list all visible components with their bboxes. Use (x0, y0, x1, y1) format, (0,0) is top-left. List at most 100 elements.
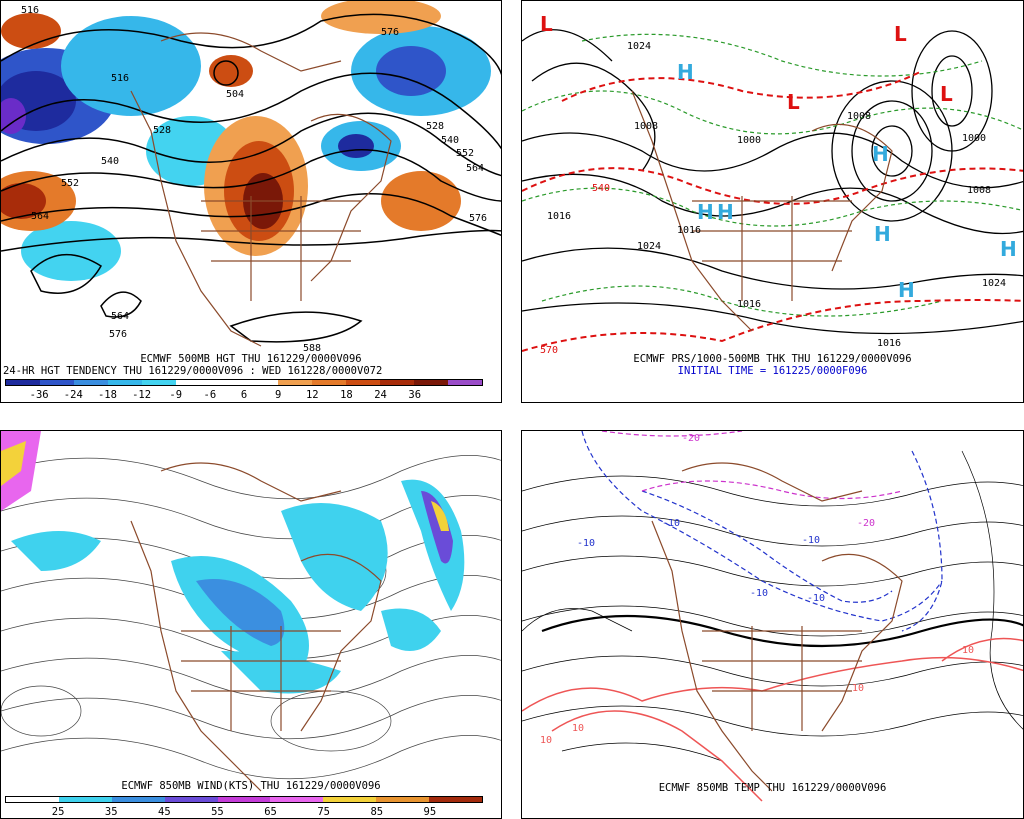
high-pressure-marker: H (677, 60, 694, 84)
isotherm-label: -10 (662, 518, 680, 529)
caption-500mb-line1: ECMWF 500MB HGT THU 161229/0000V096 (140, 353, 362, 365)
low-pressure-marker: L (940, 82, 953, 106)
low-pressure-marker: L (894, 22, 907, 46)
isobar-label: 1000 (737, 135, 761, 146)
colorbar-swatch (346, 380, 380, 385)
map-pressure-thickness: H H H H H H H L L L L 1024 1008 1000 101… (522, 12, 1023, 356)
colorbar-swatch (414, 380, 448, 385)
colorbar-ticks-wind-speed: 25 35 45 55 65 75 85 95 (5, 806, 483, 818)
colorbar-swatch (111, 797, 165, 802)
colorbar-swatch (270, 797, 324, 802)
colorbar-swatch (448, 380, 482, 385)
colorbar-tick-label: 24 (374, 389, 387, 401)
contour-label: 552 (456, 148, 474, 159)
isotherms-base (522, 450, 1023, 762)
colorbar-tick-label: 18 (340, 389, 353, 401)
colorbar-tick-label: -36 (29, 389, 49, 401)
panel-pressure-thickness: H H H H H H H L L L L 1024 1008 1000 101… (521, 0, 1024, 403)
colorbar-swatch (312, 380, 346, 385)
contour-label: 528 (153, 125, 171, 136)
caption-initial-time: INITIAL TIME = 161225/0000F096 (677, 365, 868, 377)
high-pressure-marker: H (874, 222, 891, 246)
panel-500mb-height: 516 504 528 540 552 564 576 588 564 576 … (0, 0, 502, 403)
colorbar-wind-speed (5, 796, 483, 803)
isotherm-label: 10 (540, 735, 552, 746)
colorbar-swatch (323, 797, 377, 802)
colorbar-tick-label: 85 (370, 806, 384, 818)
colorbar-tick-label: -12 (132, 389, 152, 401)
colorbar-tick-label: 25 (51, 806, 65, 818)
thickness-label: 540 (592, 183, 610, 194)
caption-850mb-wind: ECMWF 850MB WIND(KTS) THU 161229/0000V09… (121, 780, 381, 792)
low-pressure-marker: L (787, 90, 800, 114)
isobar-label: 1024 (627, 41, 651, 52)
colorbar-tick-label: 6 (240, 389, 248, 401)
contour-label: 576 (109, 329, 127, 340)
isobar-label: 1008 (967, 185, 991, 196)
colorbar-tick-label: 45 (158, 806, 171, 818)
colorbar-tick-label: 55 (211, 806, 224, 818)
contour-label: 528 (426, 121, 444, 132)
colorbar-swatch (108, 380, 142, 385)
contour-label: 564 (466, 163, 484, 174)
colorbar-tick-label: -18 (97, 389, 117, 401)
contour-label: 540 (101, 156, 119, 167)
isotherm-label: -20 (857, 518, 875, 529)
high-pressure-marker: H (898, 278, 915, 302)
contour-label: 504 (226, 89, 244, 100)
isotherm-label: 10 (962, 645, 974, 656)
map-850mb-wind (1, 431, 501, 792)
colorbar-swatch (6, 380, 40, 385)
isobar-label: 1008 (847, 111, 871, 122)
isotherm-label: -10 (750, 588, 768, 599)
colorbar-swatch (376, 797, 430, 802)
isobar-label: 1000 (962, 133, 986, 144)
caption-500mb-line2: 24-HR HGT TENDENCY THU 161229/0000V096 :… (3, 365, 383, 377)
contour-label: 540 (441, 135, 459, 146)
colorbar-tick-label: 75 (317, 806, 330, 818)
colorbar-tick-label: -24 (63, 389, 83, 401)
colorbar-swatch (142, 380, 176, 385)
colorbar-swatch (278, 380, 312, 385)
colorbar-swatch (217, 797, 271, 802)
thickness-label: 570 (540, 345, 558, 356)
colorbar-tick-label: 95 (423, 806, 437, 818)
isobar-label: 1024 (637, 241, 661, 252)
contour-label: 576 (381, 27, 399, 38)
colorbar-tick-label: -6 (203, 389, 217, 401)
colorbar-swatch (6, 797, 59, 802)
colorbar-tick-label: 35 (104, 806, 118, 818)
isobar-label: 1016 (877, 338, 901, 349)
isotherms-very-cold (601, 431, 903, 500)
contour-label: 516 (21, 5, 39, 16)
colorbar-tick-label: 12 (305, 389, 319, 401)
isotherm-label: -20 (682, 433, 700, 444)
colorbar-swatch (244, 380, 278, 385)
contour-label: 516 (111, 73, 129, 84)
isobar-label: 1016 (547, 211, 571, 222)
map-500mb-height: 516 504 528 540 552 564 576 588 564 576 … (1, 1, 501, 356)
isotherm-label: 10 (852, 683, 864, 694)
caption-pressure-thickness-line1: ECMWF PRS/1000-500MB THK THU 161229/0000… (633, 353, 912, 365)
colorbar-swatch (176, 380, 210, 385)
contour-label: 564 (31, 211, 49, 222)
freezing-lines (522, 70, 1023, 352)
high-pressure-marker: H (872, 142, 889, 166)
panel-850mb-temp: -20 -10 -10 -10 -10 -10 -20 10 10 10 10 … (521, 430, 1024, 819)
isotherm-label: -10 (577, 538, 595, 549)
isobars (522, 29, 1023, 335)
colorbar-swatch (40, 380, 74, 385)
colorbar-swatch (58, 797, 112, 802)
colorbar-swatch (164, 797, 218, 802)
wind-speed-fills (1, 431, 465, 694)
colorbar-tick-label: 36 (408, 389, 422, 401)
colorbar-swatch (380, 380, 414, 385)
isotherm-label: -10 (807, 593, 825, 604)
colorbar-ticks-hgt-tendency: -36 -24 -18 -12 -9 -6 6 9 12 18 24 36 (5, 389, 483, 402)
panel-850mb-wind: ECMWF 850MB WIND(KTS) THU 161229/0000V09… (0, 430, 502, 819)
colorbar-tick-label: -9 (169, 389, 183, 401)
isobar-label: 1016 (677, 225, 701, 236)
isobar-label: 1016 (737, 299, 761, 310)
isotherms-warm (522, 637, 1023, 802)
low-pressure-marker: L (540, 12, 553, 36)
